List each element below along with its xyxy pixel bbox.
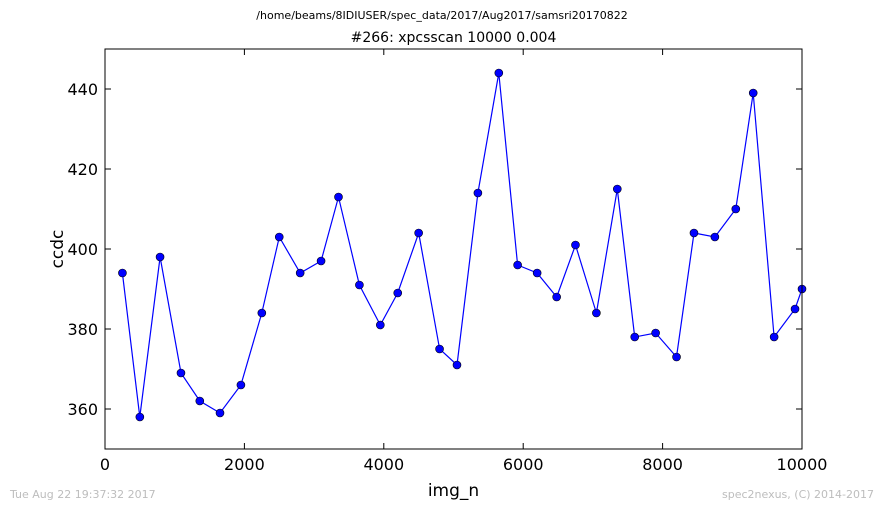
data-point [355,280,364,290]
timestamp: Tue Aug 22 19:37:32 2017 [10,488,156,501]
data-point [612,184,622,194]
data-point [571,240,580,250]
plot-frame [104,48,803,450]
data-point [494,68,504,78]
data-point [257,308,267,318]
file-path-title: /home/beams/8IDIUSER/spec_data/2017/Aug2… [256,9,628,22]
data-point [731,204,741,214]
series-line-group [121,72,803,418]
data-point [592,308,601,318]
x-tick-label: 6000 [503,455,544,474]
data-point [532,268,542,278]
y-tick-label: 420 [67,160,98,179]
y-tick-label: 380 [67,320,98,339]
data-point [295,268,305,278]
axis-ticks: 0 2000 4000 6000 8000 10000 360 380 400 420 440 [67,49,827,474]
data-point [689,228,699,238]
y-tick-label: 400 [67,240,98,259]
x-tick-label: 8000 [642,455,683,474]
data-point [376,320,385,330]
data-point [672,352,681,362]
series-line [121,72,803,418]
y-tick-label: 440 [67,80,98,99]
data-point [393,288,403,298]
data-point [274,232,284,242]
data-point [513,260,522,270]
data-points [118,68,807,422]
data-point [316,256,326,266]
data-point [334,192,343,202]
y-tick-label: 360 [67,400,98,419]
data-point [473,188,483,198]
data-point [790,304,800,314]
credit-text: spec2nexus, (C) 2014-2017 [722,488,874,501]
y-axis-label: ccdc [48,230,68,269]
data-point [452,360,462,370]
data-point [552,292,561,302]
x-tick-label: 4000 [363,455,404,474]
data-point [176,368,186,378]
data-point [414,228,423,238]
data-point [195,396,205,406]
data-point [118,268,127,278]
data-point [651,328,660,338]
x-axis-label: img_n [428,481,479,501]
chart-title: #266: xpcsscan 10000 0.004 [350,30,557,46]
data-point [236,380,246,390]
data-point [155,252,165,262]
data-point [435,344,444,354]
data-point [630,332,640,342]
data-point [215,408,225,418]
data-point [769,332,779,342]
data-point [748,88,758,98]
x-tick-label: 10000 [777,455,828,474]
data-point [135,412,145,422]
x-tick-label: 2000 [224,455,265,474]
x-tick-label: 0 [100,455,110,474]
data-point [710,232,720,242]
